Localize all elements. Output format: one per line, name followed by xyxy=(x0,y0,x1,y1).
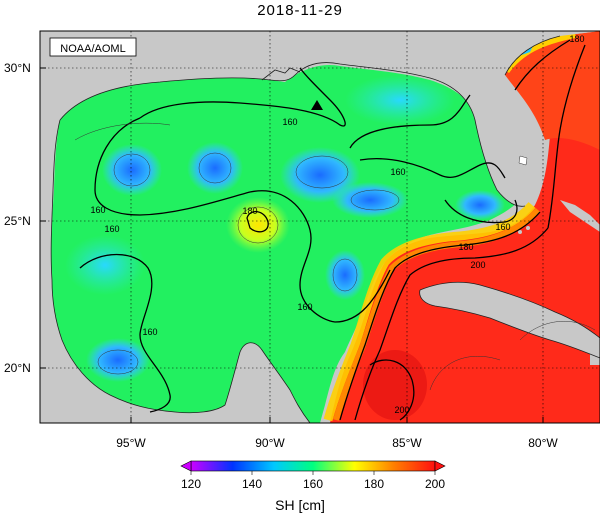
eddy-east xyxy=(455,190,505,220)
colorbar-high-arrow xyxy=(434,460,446,472)
dark-red-eddy xyxy=(363,350,427,420)
contour-label: 180 xyxy=(458,242,473,252)
contour-160-west xyxy=(94,117,391,323)
contour-160-center xyxy=(349,94,471,149)
eddy-west-1 xyxy=(102,144,162,196)
colorbar: 120 140 160 180 200 xyxy=(180,460,446,491)
colorbar-tick: 160 xyxy=(303,477,323,491)
contours xyxy=(79,39,586,421)
contour-180-atlantic xyxy=(514,39,571,91)
eddy-west-2 xyxy=(187,142,243,194)
atlantic-water xyxy=(505,31,600,150)
contour-label: 160 xyxy=(390,167,405,177)
lake-okeechobee xyxy=(518,155,528,166)
credit-label: NOAA/AOML xyxy=(60,43,125,55)
contour-160-north xyxy=(139,67,346,127)
gulf-water xyxy=(51,65,520,423)
axis-ticks xyxy=(40,67,544,423)
contour-label: 160 xyxy=(282,117,297,127)
x-axis-label: 90°W xyxy=(255,436,285,450)
contour-180-front xyxy=(339,211,541,421)
eddy-south xyxy=(86,338,150,382)
map-title: 2018-11-29 xyxy=(257,2,343,19)
y-axis-label: 25°N xyxy=(4,214,31,228)
contour-160-east xyxy=(359,158,506,179)
mexico-land xyxy=(40,340,310,423)
contour-label: 160 xyxy=(495,222,510,232)
contour-label: 180 xyxy=(242,206,257,216)
front-band-orange xyxy=(333,207,541,421)
contour-160-sw xyxy=(79,253,171,413)
credit-box xyxy=(49,37,137,57)
contour-200-front xyxy=(354,227,549,421)
contour-label: 200 xyxy=(470,260,485,270)
contour-200-east xyxy=(547,44,586,229)
cyan-patch-north xyxy=(345,75,455,125)
colorbar-low-arrow xyxy=(180,460,192,472)
us-coast-land xyxy=(40,31,600,340)
y-axis-label: 30°N xyxy=(4,61,31,75)
coastlines xyxy=(50,35,600,423)
contour-label: 160 xyxy=(297,302,312,312)
cuba-land xyxy=(419,282,600,358)
warm-eddy xyxy=(226,197,290,253)
x-axis-label: 95°W xyxy=(116,436,146,450)
contour-200-south xyxy=(369,359,415,421)
thin-contours xyxy=(74,122,596,391)
contour-label: 160 xyxy=(90,205,105,215)
contour-180-eddy xyxy=(246,211,269,233)
contour-label: 160 xyxy=(104,224,119,234)
x-axis-label-group: 95°W 90°W 85°W 80°W xyxy=(116,436,558,450)
contour-160-bay xyxy=(444,199,518,224)
colorbar-label: SH [cm] xyxy=(275,497,325,513)
eddy-mid-south xyxy=(325,250,365,300)
front-band xyxy=(323,201,536,422)
x-axis-label: 85°W xyxy=(392,436,422,450)
contour-label-group: 160 160 160 160 180 160 180 160 200 200 … xyxy=(90,34,584,415)
cyan-patch-west xyxy=(65,235,145,295)
contour-label: 180 xyxy=(569,34,584,44)
contour-label: 160 xyxy=(142,327,157,337)
graticule xyxy=(40,31,600,423)
plot-frame xyxy=(39,30,600,424)
y-axis-label-group: 30°N 25°N 20°N xyxy=(4,61,31,375)
colorbar-tick: 180 xyxy=(364,477,384,491)
colorbar-tick: 200 xyxy=(425,477,445,491)
contour-label: 200 xyxy=(394,405,409,415)
bahamas xyxy=(560,200,600,232)
eddy-central-2 xyxy=(332,182,408,218)
x-axis-label: 80°W xyxy=(528,436,558,450)
colorbar-tick: 120 xyxy=(181,477,201,491)
station-marker xyxy=(311,100,323,110)
y-axis-label: 20°N xyxy=(4,361,31,375)
colorbar-tick: 140 xyxy=(242,477,262,491)
